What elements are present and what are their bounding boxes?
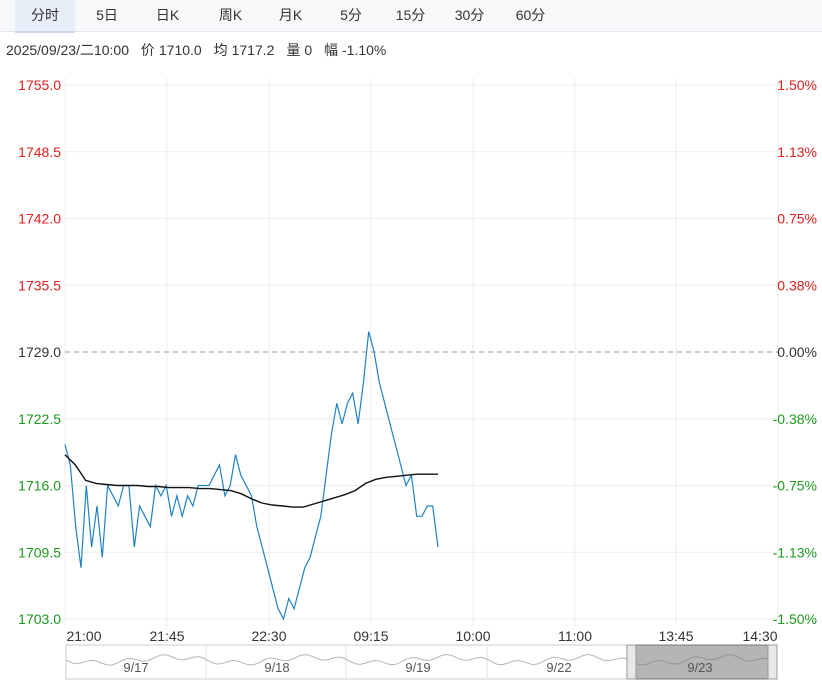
tab-8[interactable]: 30分 bbox=[454, 7, 485, 23]
average-series-line bbox=[64, 454, 438, 508]
navigator-right-handle bbox=[767, 644, 778, 680]
info-change: 幅 -1.10% bbox=[324, 42, 387, 58]
y-tick-label: 1755.0 bbox=[18, 77, 61, 93]
x-tick-label: 11:00 bbox=[558, 628, 592, 644]
tab-2[interactable]: 5日 bbox=[96, 7, 118, 23]
navigator-date-label: 9/19 bbox=[405, 660, 430, 675]
navigator-selection bbox=[627, 644, 777, 680]
y2-tick-label: -0.38% bbox=[773, 411, 817, 427]
navigator-date-label: 9/23 bbox=[687, 660, 712, 675]
y2-tick-label: 0.38% bbox=[777, 277, 817, 293]
x-tick-label: 13:45 bbox=[658, 628, 693, 644]
x-tick-label: 21:45 bbox=[149, 628, 184, 644]
x-tick-label: 22:30 bbox=[251, 628, 286, 644]
y-tick-label: 1709.5 bbox=[18, 544, 61, 560]
y2-tick-label: -1.50% bbox=[773, 611, 817, 627]
navigator-date-label: 9/18 bbox=[264, 660, 289, 675]
y2-tick-label: -1.13% bbox=[773, 544, 817, 560]
y-tick-label: 1735.5 bbox=[18, 277, 61, 293]
info-price: 价 1710.0 bbox=[140, 42, 202, 58]
tab-5[interactable]: 月K bbox=[278, 7, 303, 23]
price-series-line bbox=[64, 331, 439, 621]
y-tick-label: 1729.0 bbox=[18, 344, 61, 360]
y2-tick-label: 0.75% bbox=[777, 211, 817, 227]
y-tick-label: 1716.0 bbox=[18, 478, 61, 494]
tab-6[interactable]: 5分 bbox=[340, 7, 362, 23]
tab-9[interactable]: 60分 bbox=[515, 7, 546, 23]
navigator-left-handle bbox=[626, 644, 637, 680]
navigator-date-label: 9/17 bbox=[123, 660, 148, 675]
navigator-date-label: 9/22 bbox=[546, 660, 571, 675]
y-tick-label: 1742.0 bbox=[18, 211, 61, 227]
y2-tick-label: 1.50% bbox=[777, 77, 817, 93]
navigator-frame bbox=[65, 644, 777, 680]
x-tick-label: 21:00 bbox=[66, 628, 101, 644]
tab-7[interactable]: 15分 bbox=[395, 7, 426, 23]
x-tick-label: 09:15 bbox=[353, 628, 388, 644]
x-tick-label: 10:00 bbox=[455, 628, 490, 644]
y2-tick-label: -0.75% bbox=[773, 478, 817, 494]
y-tick-label: 1748.5 bbox=[18, 144, 61, 160]
y-tick-label: 1703.0 bbox=[18, 611, 61, 627]
info-average: 均 1717.2 bbox=[213, 42, 275, 58]
tab-3[interactable]: 日K bbox=[155, 7, 180, 23]
tab-1[interactable]: 分时 bbox=[15, 0, 75, 33]
period-tabs: 分时 5日 日K 周K 月K 5分 15分 30分 60分 bbox=[0, 0, 822, 33]
y2-tick-label: 0.00% bbox=[777, 344, 817, 360]
x-tick-label: 14:30 bbox=[742, 628, 777, 644]
navigator-overview-line bbox=[65, 653, 777, 666]
y2-tick-label: 1.13% bbox=[777, 144, 817, 160]
y-tick-label: 1722.5 bbox=[18, 411, 61, 427]
info-datetime: 2025/09/23/二10:00 bbox=[6, 42, 129, 58]
tab-4[interactable]: 周K bbox=[218, 7, 243, 23]
